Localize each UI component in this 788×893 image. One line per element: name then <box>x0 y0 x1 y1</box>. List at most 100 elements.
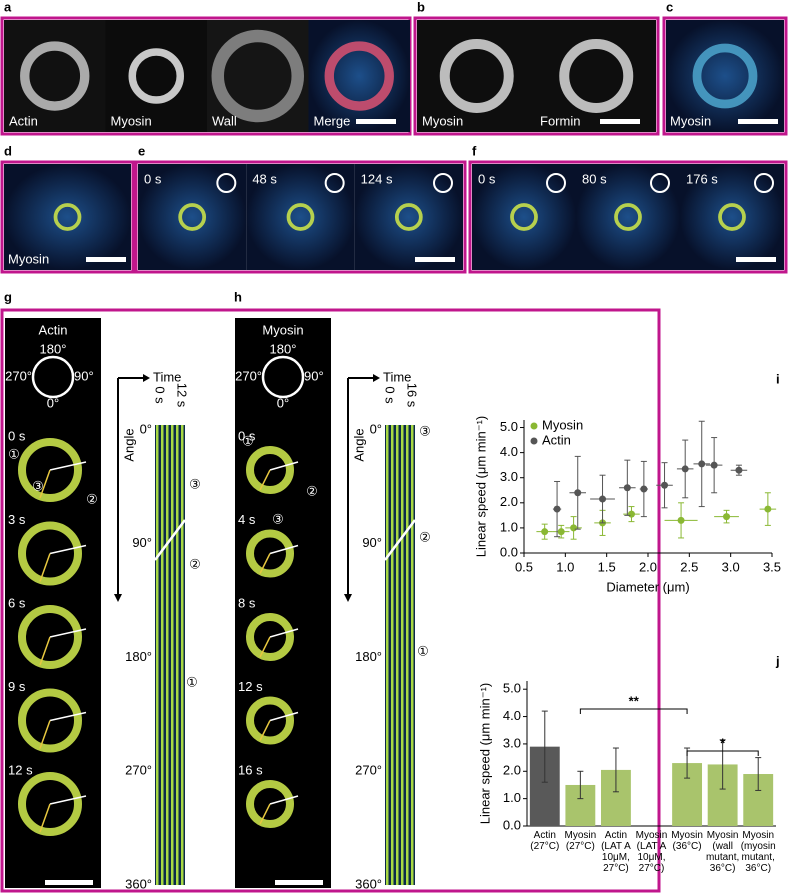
compass <box>31 355 75 399</box>
significance-bracket <box>579 708 688 714</box>
panel-border <box>662 16 788 136</box>
significance-bracket <box>686 750 759 756</box>
scale-bar <box>356 119 396 124</box>
image-label: 0 s <box>238 428 256 443</box>
panel-border <box>413 16 660 136</box>
cell-ring <box>128 48 184 104</box>
axis-label: 16 s <box>405 383 420 408</box>
image-label: 0 s <box>478 171 496 186</box>
cell-ring <box>18 521 82 586</box>
angle-label: 360° <box>355 876 382 891</box>
micrograph <box>4 164 131 270</box>
orientation-icon <box>216 173 237 193</box>
angle-label: 180° <box>125 649 152 664</box>
y-axis-title: Linear speed (μm min⁻¹) <box>473 416 488 558</box>
angle-label: 0° <box>140 421 152 436</box>
axis-label: Angle <box>121 428 136 461</box>
panel-letter: g <box>4 289 12 304</box>
angle-label: 180° <box>355 649 382 664</box>
image-label: Myosin <box>111 113 152 128</box>
angle-label: 270° <box>125 763 152 778</box>
micrograph <box>472 164 576 270</box>
angle-line <box>259 553 271 574</box>
orientation-icon <box>324 173 345 193</box>
image-label: Actin <box>9 113 38 128</box>
track-mark: ① <box>186 674 198 689</box>
track-mark: ③ <box>189 476 201 491</box>
image-label: Myosin <box>262 322 303 337</box>
image-label: 90° <box>74 368 94 383</box>
legend-label: Myosin <box>542 417 583 432</box>
image-label: 16 s <box>238 762 263 777</box>
category-label: Actin (LAT A 10μM, 27°C) <box>601 830 631 874</box>
cell-ring <box>246 529 294 578</box>
x-tick-label: 0.5 <box>515 559 533 574</box>
angle-line <box>269 795 299 805</box>
point <box>574 489 582 497</box>
scale-bar <box>415 257 455 262</box>
angle-line <box>259 803 271 825</box>
point <box>735 466 743 474</box>
track-mark: ② <box>419 529 431 544</box>
cell-ring <box>286 203 315 231</box>
image-label: 270° <box>5 368 32 383</box>
image-label: 6 s <box>8 595 26 610</box>
angle-label: 90° <box>362 535 382 550</box>
angle-line <box>39 720 51 749</box>
image-label: ① <box>8 446 20 461</box>
image-label: 270° <box>235 368 262 383</box>
axis-label: 0 s <box>153 386 168 404</box>
angle-line <box>39 803 51 833</box>
x-axis-title: Diameter (μm) <box>606 579 689 594</box>
cell-ring <box>178 203 207 231</box>
image-label: ② <box>86 491 98 506</box>
legend-label: Actin <box>542 432 571 447</box>
angle-line <box>49 711 87 722</box>
category-label: Myosin (27°C) <box>564 830 597 852</box>
point <box>698 460 706 468</box>
image-label: Myosin <box>670 113 711 128</box>
cell-ring <box>510 203 538 231</box>
angle-line <box>269 711 299 722</box>
x-tick-label: 3.5 <box>763 559 781 574</box>
scale-bar <box>736 257 776 262</box>
category-label: Myosin (wall mutant, 36°C) <box>705 830 740 874</box>
arrow-head <box>114 594 122 602</box>
image-label: 3 s <box>8 512 26 527</box>
category-label: Myosin (36°C) <box>671 830 703 852</box>
image-label: 48 s <box>252 171 277 186</box>
scale-bar <box>275 880 323 885</box>
angle-label: 360° <box>125 876 152 891</box>
micrograph <box>246 164 355 270</box>
legend-marker <box>530 422 538 430</box>
micrograph <box>576 164 680 270</box>
cell-ring <box>246 446 294 494</box>
image-label: Merge <box>314 113 351 128</box>
point <box>661 481 669 489</box>
image-label: 0° <box>277 395 289 410</box>
micrograph <box>417 20 537 132</box>
category-label: Myosin (myosin mutant, 36°C) <box>740 830 776 874</box>
y-axis-title: Linear speed (μm min⁻¹) <box>477 683 492 825</box>
y-tick-label: 1.0 <box>503 790 521 805</box>
significance-label: ** <box>629 693 640 708</box>
track-mark: ① <box>417 643 429 658</box>
point <box>681 465 689 473</box>
y-tick-label: 0.0 <box>503 817 521 832</box>
panel-border <box>468 160 788 274</box>
angle-label: 0° <box>370 421 382 436</box>
axis-label: 12 s <box>175 383 190 408</box>
micrograph <box>680 164 784 270</box>
axis-label: Time <box>383 369 411 384</box>
cell-ring <box>324 41 394 111</box>
y-tick-label: 5.0 <box>503 681 521 696</box>
cell-ring <box>246 696 294 745</box>
angle-line <box>259 720 271 741</box>
angle-line <box>269 544 299 555</box>
track-line <box>384 519 416 561</box>
x-tick-label: 3.0 <box>722 559 740 574</box>
scale-bar <box>45 880 93 885</box>
image-label: Myosin <box>8 251 49 266</box>
